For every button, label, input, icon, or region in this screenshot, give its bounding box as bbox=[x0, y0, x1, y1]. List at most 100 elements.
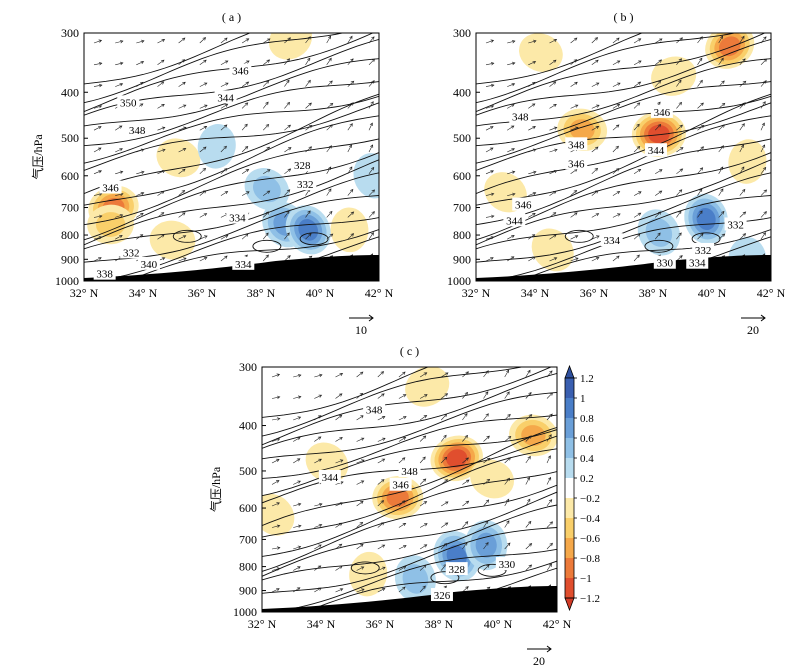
contour-label-bg bbox=[565, 156, 588, 170]
colorbar-tick-label: 0.2 bbox=[580, 473, 594, 485]
wind-vector bbox=[263, 59, 271, 66]
theta-contour bbox=[262, 484, 557, 572]
theta-contour bbox=[172, 229, 202, 243]
wind-vector bbox=[419, 585, 426, 593]
y-tick-label: 900 bbox=[61, 252, 79, 266]
wind-vector bbox=[697, 188, 703, 196]
contour-label-bg bbox=[99, 180, 122, 194]
theta-contour bbox=[84, 95, 379, 164]
wind-vector bbox=[199, 235, 208, 240]
contour-label: 346 bbox=[515, 200, 532, 212]
contour-label: 326 bbox=[434, 590, 451, 602]
wind-vector bbox=[462, 434, 469, 442]
wind-vector bbox=[760, 122, 765, 131]
theta-contour bbox=[476, 38, 771, 116]
contour-label: 332 bbox=[727, 219, 744, 231]
wind-vector bbox=[284, 79, 290, 87]
wind-vector bbox=[398, 586, 406, 593]
wind-vector bbox=[591, 257, 600, 262]
wind-vector bbox=[178, 81, 186, 87]
wind-vector bbox=[368, 189, 376, 196]
wind-vector bbox=[504, 498, 510, 507]
wind-vector bbox=[368, 58, 376, 66]
x-tick-label: 40° N bbox=[484, 617, 513, 631]
wind-vector bbox=[335, 522, 343, 528]
y-tick-label: 900 bbox=[239, 584, 257, 598]
wind-vector bbox=[293, 437, 301, 442]
wind-vector bbox=[314, 415, 322, 421]
wind-vector bbox=[591, 82, 600, 87]
anomaly-blob bbox=[156, 138, 201, 178]
wind-vector bbox=[368, 101, 374, 109]
wind-vector bbox=[462, 391, 469, 399]
wind-vector bbox=[528, 148, 537, 153]
wind-vector bbox=[633, 81, 642, 87]
wind-vector bbox=[377, 522, 385, 528]
wind-vector bbox=[591, 126, 600, 131]
wind-vector bbox=[347, 123, 353, 131]
wind-vector bbox=[483, 499, 490, 507]
wind-vector bbox=[546, 434, 552, 442]
theta-contour bbox=[644, 239, 674, 253]
wind-vector bbox=[335, 437, 343, 442]
plot-area bbox=[476, 33, 771, 281]
wind-vector bbox=[335, 481, 344, 485]
wind-vector bbox=[591, 104, 600, 109]
plot-frame bbox=[261, 366, 558, 613]
wind-vector bbox=[570, 81, 578, 87]
contour-label: 346 bbox=[102, 182, 119, 194]
theta-contour bbox=[299, 232, 329, 246]
wind-vector bbox=[314, 544, 322, 550]
colorbar-swatch bbox=[565, 438, 574, 458]
wind-vector bbox=[356, 588, 365, 593]
wind-vector bbox=[241, 102, 249, 109]
wind-vector bbox=[368, 122, 373, 131]
wind-vector bbox=[220, 82, 229, 87]
wind-vector bbox=[591, 213, 600, 218]
wind-vector bbox=[549, 234, 557, 240]
wind-vector bbox=[676, 210, 682, 218]
wind-vector bbox=[440, 542, 448, 550]
wind-vector bbox=[377, 393, 385, 399]
wind-vector bbox=[377, 544, 386, 550]
wind-vector bbox=[93, 39, 103, 44]
wind-vector bbox=[697, 146, 705, 153]
wind-vector bbox=[546, 392, 554, 399]
anomaly-blob bbox=[446, 545, 467, 568]
wind-vector bbox=[271, 458, 280, 464]
wind-vector bbox=[220, 60, 229, 66]
contour-label: 348 bbox=[366, 405, 383, 417]
wind-vector bbox=[612, 82, 621, 87]
wind-vector bbox=[262, 80, 270, 87]
reference-vector-arrow bbox=[349, 314, 374, 322]
wind-vector bbox=[271, 546, 281, 550]
y-tick-label: 600 bbox=[239, 501, 257, 515]
wind-vector bbox=[199, 82, 208, 87]
wind-vector bbox=[115, 170, 124, 175]
wind-vector bbox=[305, 125, 313, 131]
wind-vector bbox=[462, 479, 470, 485]
wind-vector bbox=[697, 57, 703, 65]
contour-label: 344 bbox=[217, 92, 234, 104]
wind-vector bbox=[314, 565, 322, 571]
wind-vector bbox=[326, 124, 333, 131]
wind-vector bbox=[612, 145, 619, 153]
wind-vector bbox=[612, 37, 620, 44]
contour-label: 348 bbox=[401, 466, 418, 478]
contour-label: 334 bbox=[689, 258, 706, 270]
wind-vector bbox=[718, 80, 725, 87]
x-tick-label: 32° N bbox=[70, 286, 99, 300]
wind-vector bbox=[739, 102, 746, 109]
wind-vector bbox=[368, 166, 375, 174]
wind-vector bbox=[199, 167, 207, 175]
wind-vector bbox=[718, 145, 724, 153]
wind-vector bbox=[368, 211, 375, 218]
contour-label: 330 bbox=[657, 258, 674, 270]
wind-vector bbox=[335, 543, 343, 550]
wind-vector bbox=[525, 435, 532, 442]
terrain bbox=[262, 586, 557, 612]
wind-vector bbox=[528, 192, 537, 196]
wind-vector bbox=[697, 125, 705, 131]
wind-vector bbox=[676, 58, 683, 65]
wind-vector bbox=[271, 438, 281, 442]
